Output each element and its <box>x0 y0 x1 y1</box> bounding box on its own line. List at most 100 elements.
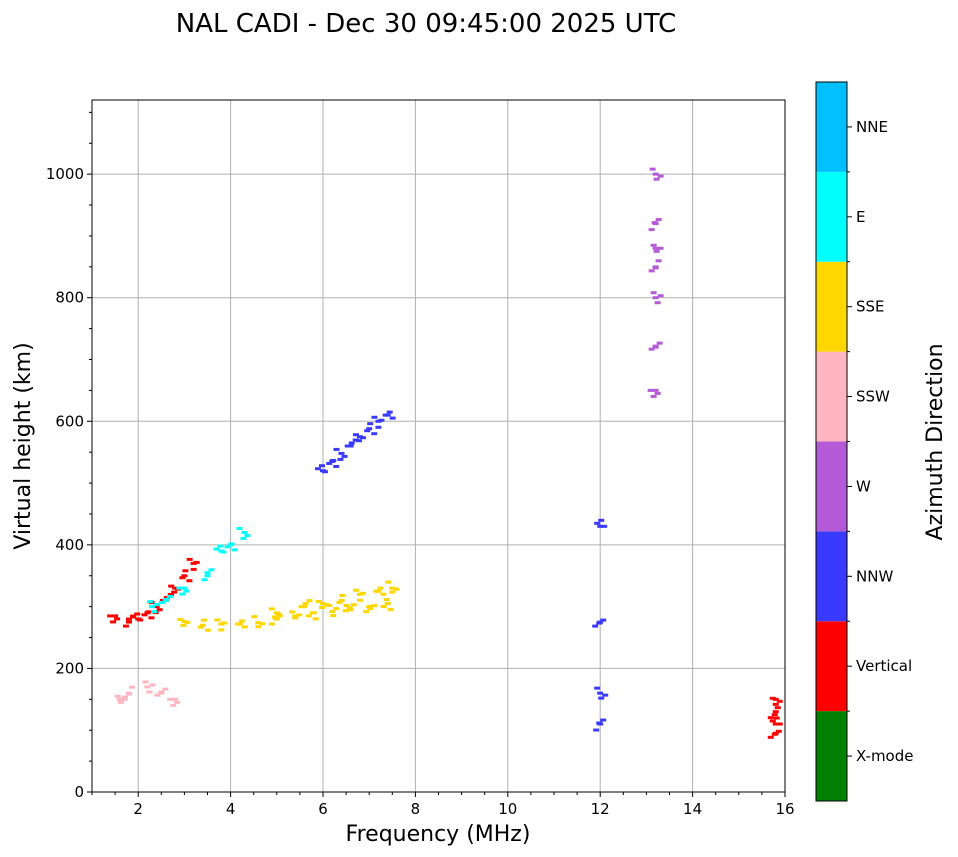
y-tick-label: 800 <box>55 289 84 307</box>
data-point-echo <box>309 611 316 615</box>
data-point <box>181 586 188 590</box>
x-tick-label: 12 <box>591 800 610 818</box>
data-point-echo <box>145 610 152 614</box>
data-point <box>153 605 160 609</box>
data-point-echo <box>367 607 374 611</box>
data-point-echo <box>650 291 657 295</box>
data-point-echo <box>255 625 262 629</box>
data-point-echo <box>652 266 659 270</box>
data-point-echo <box>594 521 601 525</box>
data-point-echo <box>654 391 661 395</box>
data-point-echo <box>234 622 241 626</box>
data-point-echo <box>289 610 296 614</box>
data-point-echo <box>387 608 394 612</box>
data-point-echo <box>268 607 275 611</box>
data-point-echo <box>389 416 396 420</box>
x-tick-label: 6 <box>318 800 328 818</box>
data-point <box>366 605 373 609</box>
data-point-echo <box>378 418 385 422</box>
data-point-echo <box>146 690 153 694</box>
data-point-echo <box>383 598 390 602</box>
data-point-echo <box>774 706 781 710</box>
data-point-echo <box>371 604 378 608</box>
data-point <box>366 427 373 431</box>
data-point-echo <box>322 470 328 474</box>
chart-title: NAL CADI - Dec 30 09:45:00 2025 UTC <box>176 9 676 39</box>
data-point-echo <box>601 524 608 528</box>
data-point-echo <box>190 567 197 571</box>
data-point-echo <box>650 243 657 247</box>
y-tick-label: 0 <box>74 783 84 801</box>
data-point <box>329 610 336 614</box>
data-point-echo <box>323 603 329 607</box>
data-point-echo <box>158 690 165 694</box>
data-point-echo <box>154 603 161 607</box>
data-point <box>389 586 396 590</box>
data-point <box>125 620 132 624</box>
data-point-echo <box>156 608 163 612</box>
data-point-echo <box>343 603 350 607</box>
colorbar-segment <box>816 531 847 622</box>
data-point <box>338 598 345 602</box>
data-point-echo <box>130 615 137 619</box>
data-point-echo <box>142 680 149 684</box>
data-point-echo <box>344 444 351 448</box>
data-point-echo <box>650 394 657 398</box>
data-point-echo <box>382 413 389 417</box>
colorbar-tick-label: SSE <box>856 298 885 316</box>
colorbar-segment <box>816 82 847 172</box>
data-point-echo <box>272 617 279 621</box>
data-point-echo <box>213 547 220 551</box>
data-point-echo <box>251 615 258 619</box>
data-point-echo <box>179 592 186 596</box>
data-point <box>241 531 248 534</box>
data-point-echo <box>649 167 656 171</box>
data-point-echo <box>389 590 396 594</box>
data-point-echo <box>141 613 148 617</box>
data-point-echo <box>197 625 204 629</box>
x-tick-label: 10 <box>498 800 517 818</box>
colorbar-label: Azimuth Direction <box>923 343 948 540</box>
data-point-echo <box>775 729 782 733</box>
data-point-echo <box>259 622 266 626</box>
data-point <box>597 691 604 695</box>
data-point-echo <box>375 425 382 429</box>
data-point-echo <box>769 719 776 723</box>
data-point-echo <box>240 537 247 540</box>
data-point-echo <box>184 620 191 624</box>
data-point-echo <box>648 269 655 273</box>
colorbar-segment <box>816 441 847 532</box>
data-point-echo <box>316 600 322 604</box>
data-point-echo <box>352 438 359 442</box>
x-tick-label: 2 <box>133 800 143 818</box>
data-point-echo <box>352 433 359 437</box>
data-point-echo <box>653 177 660 181</box>
colorbar-tick-label: W <box>856 477 871 495</box>
data-point-echo <box>244 534 251 537</box>
data-point-echo <box>117 700 124 704</box>
data-point-echo <box>655 218 662 222</box>
x-axis-label: Frequency (MHz) <box>346 822 531 847</box>
data-point-echo <box>110 620 117 624</box>
data-point-echo <box>168 584 175 588</box>
data-point-echo <box>180 623 187 627</box>
data-point-echo <box>333 464 340 468</box>
data-point-echo <box>315 467 321 471</box>
colorbar-segment <box>816 261 847 352</box>
colorbar-segment <box>816 621 847 712</box>
data-point-echo <box>292 616 299 620</box>
data-point-echo <box>204 628 211 632</box>
plot-frame <box>91 99 786 793</box>
data-point-echo <box>377 586 384 590</box>
data-point-echo <box>162 687 169 691</box>
data-point-echo <box>167 697 174 701</box>
data-point-echo <box>769 696 776 700</box>
data-point-echo <box>200 618 207 622</box>
data-point-echo <box>224 545 231 549</box>
data-point-echo <box>373 589 380 593</box>
data-point <box>772 722 779 726</box>
data-point-echo <box>657 294 664 298</box>
data-point-echo <box>121 697 128 701</box>
data-point-echo <box>652 344 659 348</box>
data-point-echo <box>596 721 603 725</box>
